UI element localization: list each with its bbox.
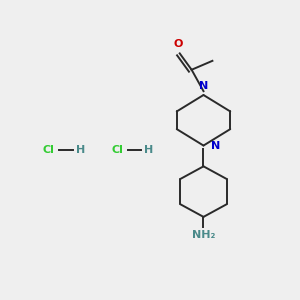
Text: Cl: Cl	[111, 145, 123, 155]
Text: N: N	[199, 81, 208, 91]
Text: H: H	[144, 145, 153, 155]
Text: H: H	[76, 145, 85, 155]
Text: N: N	[211, 140, 220, 151]
Text: O: O	[173, 39, 183, 49]
Text: Cl: Cl	[43, 145, 55, 155]
Text: NH₂: NH₂	[192, 230, 215, 240]
